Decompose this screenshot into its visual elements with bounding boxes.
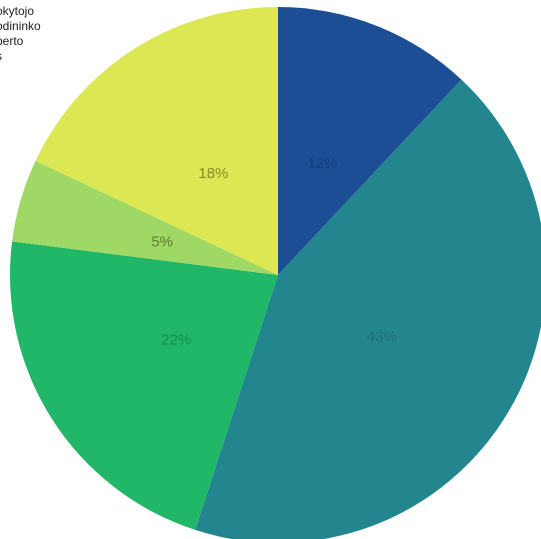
pie-slice-label: 22%	[161, 332, 191, 349]
legend: okytojo odininko perto s	[0, 4, 41, 64]
pie-slices	[9, 6, 541, 539]
pie-slice-label: 43%	[367, 328, 397, 345]
pie-slice-label: 5%	[151, 233, 173, 250]
legend-entry: okytojo	[0, 4, 35, 18]
pie-slice-label: 18%	[198, 165, 228, 182]
pie-slice-label: 12%	[307, 155, 337, 172]
pie-slice	[12, 160, 279, 275]
pie-slice	[278, 7, 462, 275]
legend-entry: perto	[0, 34, 24, 48]
pie-slice	[9, 241, 279, 530]
legend-entry: s	[0, 49, 41, 64]
legend-entry: odininko	[0, 19, 41, 33]
pie-slice	[35, 6, 279, 275]
pie-slice	[195, 79, 541, 539]
pie-slice-labels: 12% 43% 22% 5% 18%	[151, 155, 396, 349]
